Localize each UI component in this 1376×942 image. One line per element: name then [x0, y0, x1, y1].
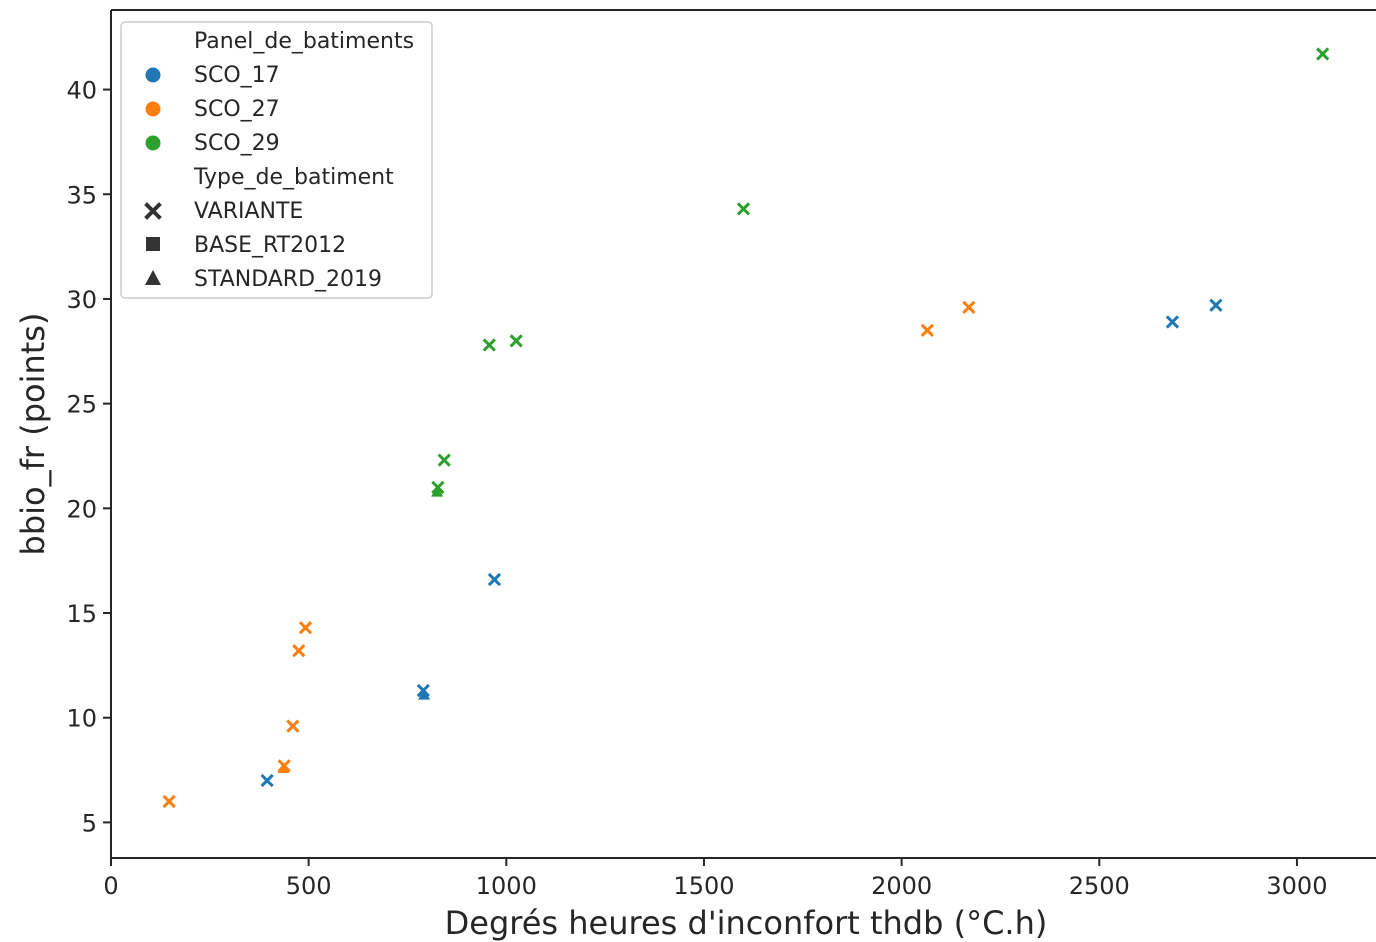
data-point-sco29: [736, 202, 751, 216]
data-point-sco17: [260, 773, 274, 788]
y-tick-label: 5: [82, 809, 97, 837]
legend-label-sco17: SCO_17: [194, 63, 280, 88]
legend-style-title: Type_de_batiment: [193, 165, 394, 190]
legend-label-base-rt2012: BASE_RT2012: [194, 233, 346, 258]
x-axis-ticks: 0 500 1000 1500 2000 2500 3000: [103, 858, 1327, 900]
x-axis-title: Degrés heures d'inconfort thdb (°C.h): [445, 904, 1048, 942]
y-tick-label: 25: [66, 391, 97, 419]
legend-marker-sco17: [145, 67, 161, 83]
x-tick-label: 0: [103, 872, 118, 900]
x-tick-label: 1000: [476, 872, 537, 900]
data-point-sco27: [162, 794, 176, 809]
data-point-sco27: [286, 719, 300, 733]
legend-box: [120, 21, 433, 299]
data-point-sco29: [509, 334, 523, 348]
y-tick-label: 35: [66, 181, 97, 209]
data-point-sco17: [1209, 298, 1223, 312]
y-tick-label: 15: [66, 600, 97, 628]
legend-label-variante: VARIANTE: [194, 199, 303, 224]
legend-marker-standard-2019: [145, 270, 161, 285]
legend-label-sco27: SCO_27: [194, 97, 280, 122]
data-point-sco17: [1165, 315, 1180, 329]
x-tick-label: 1500: [673, 872, 734, 900]
legend-label-sco29: SCO_29: [194, 131, 280, 156]
y-axis-ticks: 5 10 15 20 25 30 35 40: [66, 77, 111, 837]
y-axis-title: bbio_fr (points): [14, 313, 52, 556]
y-tick-label: 20: [66, 495, 97, 523]
y-tick-label: 10: [66, 705, 97, 733]
data-point-sco29: [1316, 47, 1330, 61]
y-tick-label: 40: [66, 77, 97, 105]
legend-label-standard-2019: STANDARD_2019: [194, 267, 382, 292]
x-tick-label: 3000: [1266, 872, 1327, 900]
legend-marker-sco27: [145, 101, 161, 117]
data-point-sco27: [292, 644, 306, 658]
x-tick-label: 2500: [1069, 872, 1130, 900]
data-points: [162, 47, 1330, 809]
legend: Panel_de_batiments SCO_17 SCO_27 SCO_29 …: [120, 21, 433, 299]
legend-marker-variante: [144, 202, 162, 220]
data-point-sco27: [298, 621, 313, 635]
data-point-sco27: [920, 323, 934, 337]
x-tick-label: 500: [286, 872, 332, 900]
data-point-sco17: [418, 688, 431, 700]
data-point-sco17: [487, 572, 502, 587]
x-tick-label: 2000: [871, 872, 932, 900]
y-tick-label: 30: [66, 286, 97, 314]
legend-marker-sco29: [145, 135, 161, 151]
data-point-sco29: [482, 338, 496, 352]
data-point-sco27: [962, 300, 976, 314]
legend-hue-title: Panel_de_batiments: [194, 29, 414, 54]
legend-marker-base-rt2012: [146, 237, 160, 251]
data-point-sco29: [431, 485, 444, 497]
data-point-sco29: [437, 453, 451, 467]
data-point-sco27: [277, 761, 290, 773]
